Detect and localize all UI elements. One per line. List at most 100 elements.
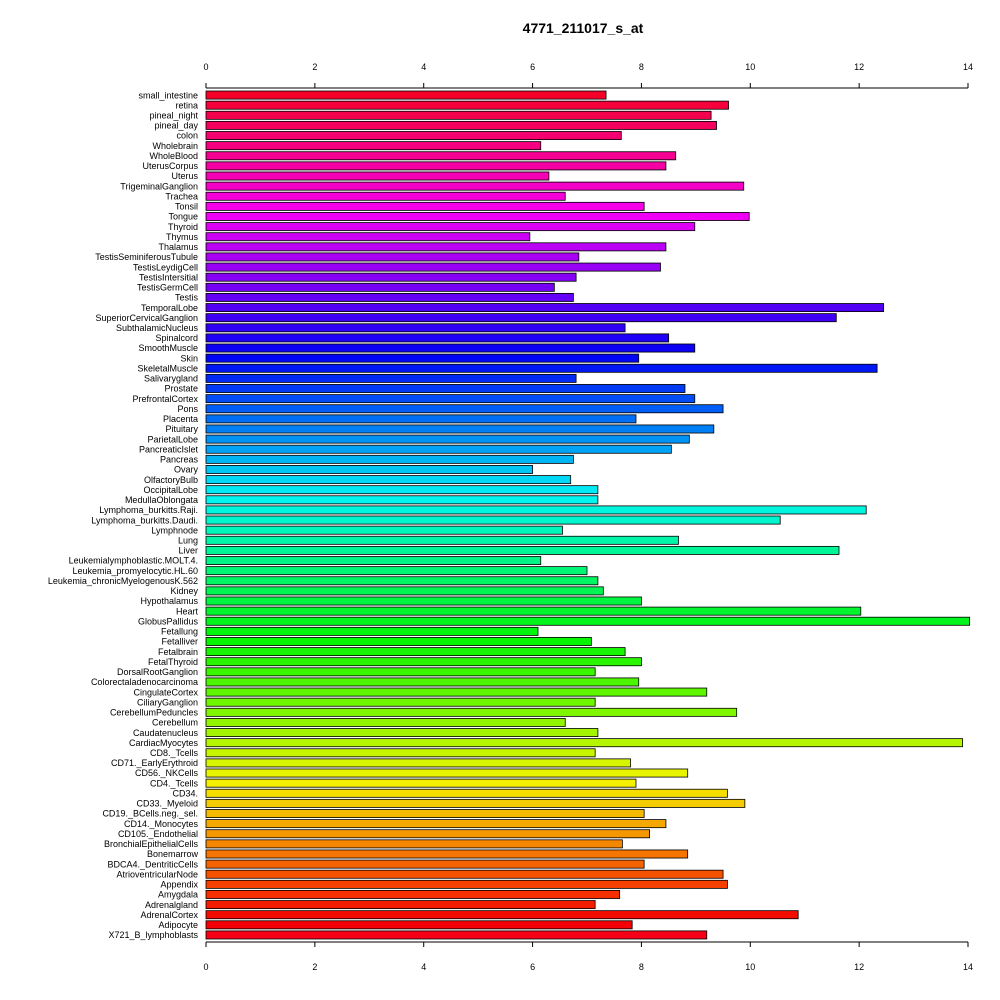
category-label: TestisSeminiferousTubule [95,252,198,262]
category-label: Wholebrain [152,141,198,151]
bottom-axis-tick-label: 0 [203,962,208,972]
category-label: OlfactoryBulb [144,475,198,485]
category-label: Trachea [165,191,198,201]
bottom-axis-tick-label: 2 [312,962,317,972]
bar [205,222,696,232]
bar [205,485,599,495]
bar [205,505,867,515]
bar [205,829,650,839]
bar [205,252,580,262]
bar [205,586,604,596]
bar [205,798,746,808]
bar [205,535,679,545]
bar [205,525,563,535]
category-label: Liver [178,546,198,556]
bar [205,677,640,687]
top-axis-tick-label: 10 [745,62,755,72]
bottom-axis-tick-label: 6 [530,962,535,972]
bottom-axis-tick-label: 14 [963,962,973,972]
category-label: FetalThyroid [148,657,198,667]
bar [205,849,689,859]
bottom-axis-tick-label: 8 [639,962,644,972]
bar [205,292,574,302]
bar [205,647,626,657]
category-label: pineal_night [149,110,198,120]
bar [205,434,690,444]
bar [205,454,574,464]
bar [205,930,708,940]
bar [205,920,633,930]
category-label: retina [175,100,198,110]
category-label: Testis [175,293,199,303]
bar [205,545,840,555]
bar [205,616,971,626]
category-label: TrigeminalGanglion [120,181,198,191]
category-label: SmoothMuscle [138,343,198,353]
category-label: CingulateCortex [133,687,198,697]
category-label: Adrenalgland [145,900,198,910]
category-label: OccipitalLobe [143,485,198,495]
bar [205,120,717,130]
category-label: Tongue [168,212,198,222]
category-label: DorsalRootGanglion [117,667,198,677]
category-label: Ovary [174,465,199,475]
bar [205,465,533,474]
top-axis-tick-label: 14 [963,62,973,72]
bar [205,738,963,748]
bar [205,131,622,140]
bar [205,373,577,383]
category-label: Kidney [170,586,198,596]
category-label: Amygdala [158,890,198,900]
bottom-axis-tick-label: 12 [854,962,864,972]
bottom-axis-tick-label: 10 [745,962,755,972]
bar [205,110,712,120]
bar [205,728,599,738]
top-axis-tick-label: 0 [203,62,208,72]
category-label: CD14._Monocytes [124,819,199,829]
category-label: AdrenalCortex [140,910,198,920]
category-label: Lymphnode [151,525,198,535]
category-label: Hypothalamus [140,596,198,606]
bar [205,657,642,667]
bar [205,141,542,151]
category-label: Fetalbrain [158,647,198,657]
bar [205,748,596,758]
category-label: Pons [177,404,198,414]
bar [205,201,645,211]
category-label: Adipocyte [158,920,198,930]
bar [205,879,728,889]
category-label: CerebellumPeduncles [110,708,199,718]
top-axis-tick-label: 6 [530,62,535,72]
category-label: Thalamus [158,242,198,252]
category-label: colon [176,131,198,141]
category-label: Fetalliver [161,637,198,647]
category-label: Appendix [160,880,198,890]
category-label: ParietalLobe [147,434,198,444]
category-label: pineal_day [154,121,198,131]
bar [205,910,799,920]
category-label: CardiacMyocytes [129,738,199,748]
category-label: CD33._Myeloid [136,799,198,809]
bar [205,323,626,333]
category-label: Salivarygland [144,374,198,384]
bar [205,242,667,252]
bar [205,637,592,646]
bar [205,262,661,272]
bar [205,404,724,414]
category-label: Pituitary [165,424,198,434]
category-label: Colorectaladenocarcinoma [91,677,198,687]
category-label: Bonemarrow [147,849,199,859]
category-label: PancreaticIslet [139,444,199,454]
bar [205,495,599,505]
bar [205,687,708,697]
chart-title: 4771_211017_s_at [522,20,644,36]
bar [205,343,696,353]
category-label: Spinalcord [155,333,198,343]
bar [205,282,555,292]
category-label: TestisIntersitial [139,272,198,282]
category-label: Leukemialymphoblastic.MOLT.4. [69,556,198,566]
bar [205,890,621,899]
category-label: SubthalamicNucleus [116,323,199,333]
category-label: Cerebellum [152,718,198,728]
